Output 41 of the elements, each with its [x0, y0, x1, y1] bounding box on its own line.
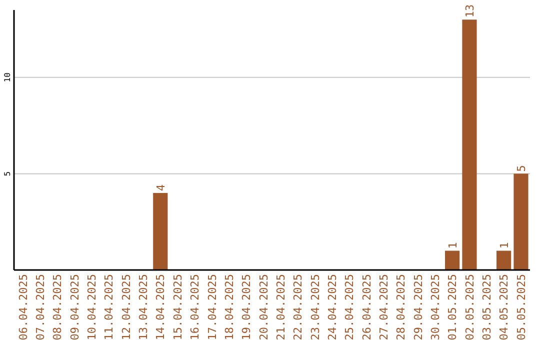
x-tick-label: 27.04.2025	[377, 274, 390, 340]
x-tick-label: 15.04.2025	[171, 274, 184, 340]
x-tick-label: 26.04.2025	[360, 274, 374, 340]
bar	[496, 250, 512, 270]
x-tick-label: 05.05.2025	[514, 274, 528, 340]
data-label: 5	[514, 165, 528, 172]
x-tick-label: 11.04.2025	[102, 274, 116, 340]
bar	[462, 20, 477, 270]
x-tick-label: 20.04.2025	[257, 274, 270, 340]
x-tick-label: 30.04.2025	[428, 274, 442, 340]
bar	[445, 250, 460, 270]
x-tick-label: 13.04.2025	[137, 274, 150, 340]
x-tick-label: 25.04.2025	[343, 274, 356, 340]
x-tick-label: 03.05.2025	[480, 274, 494, 340]
x-tick-label: 01.05.2025	[446, 274, 460, 340]
bar	[514, 174, 528, 270]
x-tick-label: 28.04.2025	[394, 274, 408, 340]
bar	[153, 192, 168, 270]
x-tick-label: 29.04.2025	[412, 274, 425, 340]
x-tick-label: 02.05.2025	[463, 274, 476, 340]
x-tick-label: 24.04.2025	[326, 274, 339, 340]
y-tick-label: 10	[3, 72, 12, 82]
x-tick-label: 07.04.2025	[34, 274, 48, 340]
x-tick-label: 06.04.2025	[16, 274, 30, 340]
x-tick-label: 10.04.2025	[86, 274, 99, 340]
x-tick-label: 09.04.2025	[68, 274, 82, 340]
x-tick-label: 18.04.2025	[222, 274, 236, 340]
x-tick-label: 08.04.2025	[51, 274, 64, 340]
x-tick-label: 12.04.2025	[120, 274, 133, 340]
data-label: 13	[463, 4, 476, 18]
x-tick-label: 14.04.2025	[154, 274, 168, 340]
data-label: 4	[154, 184, 168, 191]
x-tick-label: 23.04.2025	[308, 274, 322, 340]
data-label: 1	[446, 242, 460, 249]
x-tick-label: 19.04.2025	[240, 274, 254, 340]
x-tick-label: 04.05.2025	[498, 274, 511, 340]
data-label: 1	[498, 242, 511, 249]
x-tick-label: 21.04.2025	[274, 274, 288, 340]
x-tick-label: 22.04.2025	[292, 274, 305, 340]
x-tick-label: 16.04.2025	[188, 274, 202, 340]
x-tick-label: 17.04.2025	[206, 274, 219, 340]
